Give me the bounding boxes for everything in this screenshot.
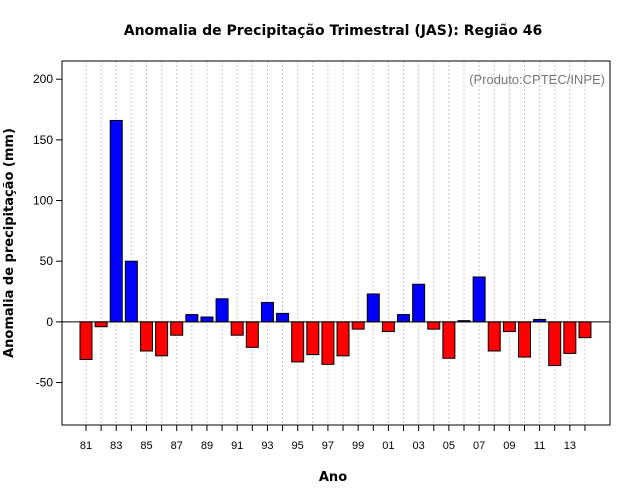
bar-13 (563, 321, 577, 354)
source-annotation: (Produto:CPTEC/INPE) (469, 72, 605, 87)
bar-05 (442, 321, 456, 359)
bar-07 (472, 276, 486, 323)
bar-08 (487, 321, 501, 352)
x-tick-label-93: 93 (261, 440, 273, 452)
x-tick-label-85: 85 (140, 440, 152, 452)
bar-04 (427, 321, 441, 330)
x-tick-label-89: 89 (201, 440, 213, 452)
x-tick-label-83: 83 (110, 440, 122, 452)
bar-81 (79, 321, 93, 360)
y-tick-label-150: 150 (33, 133, 53, 147)
x-tick-label-05: 05 (443, 440, 455, 452)
plot-frame (61, 60, 611, 426)
x-tick-label-91: 91 (231, 440, 243, 452)
bar-99 (351, 321, 365, 330)
x-tick-label-09: 09 (503, 440, 515, 452)
bar-12 (548, 321, 562, 367)
bar-84 (124, 260, 138, 323)
y-axis: -50 0 50 100 150 200 (33, 72, 62, 390)
bar-14 (578, 321, 592, 339)
x-tick-label-13: 13 (564, 440, 576, 452)
y-tick-label-50: 50 (40, 254, 54, 268)
y-tick-label-0: 0 (46, 315, 53, 329)
bar-00 (366, 293, 380, 323)
x-tick-label-87: 87 (171, 440, 183, 452)
bar-92 (245, 321, 259, 348)
bar-83 (109, 119, 123, 323)
bar-89 (200, 316, 214, 323)
y-tick-label-100: 100 (33, 194, 53, 208)
x-tick-label-03: 03 (413, 440, 425, 452)
bar-93 (260, 301, 274, 323)
grid-lines (85, 61, 586, 425)
bar-98 (336, 321, 350, 357)
x-axis-label: Ano (319, 470, 347, 485)
bar-95 (291, 321, 305, 363)
bar-02 (397, 314, 411, 323)
x-tick-label-81: 81 (80, 440, 92, 452)
x-tick-label-01: 01 (382, 440, 394, 452)
bar-03 (412, 283, 426, 323)
bars-group (79, 119, 592, 367)
bar-90 (215, 298, 229, 323)
bar-86 (155, 321, 169, 357)
chart-title: Anomalia de Precipitação Trimestral (JAS… (124, 23, 542, 39)
bar-85 (139, 321, 153, 352)
bar-10 (517, 321, 531, 358)
x-tick-label-99: 99 (352, 440, 364, 452)
bar-01 (381, 321, 395, 333)
bar-91 (230, 321, 244, 336)
x-tick-label-07: 07 (473, 440, 485, 452)
y-tick-label--50: -50 (36, 376, 54, 390)
y-axis-label: Anomalia de precipitação (mm) (2, 128, 17, 358)
x-axis: 81 83 85 87 89 91 93 95 97 99 01 03 05 07 09 11 13 (80, 425, 586, 452)
x-tick-label-95: 95 (292, 440, 304, 452)
x-tick-label-11: 11 (534, 440, 545, 452)
x-tick-label-97: 97 (322, 440, 334, 452)
bar-09 (502, 321, 516, 333)
bar-82 (94, 321, 108, 328)
bar-97 (321, 321, 335, 365)
bar-87 (170, 321, 184, 336)
bar-94 (276, 312, 290, 323)
bar-88 (185, 314, 199, 323)
bar-96 (306, 321, 320, 356)
y-tick-label-200: 200 (33, 72, 53, 86)
